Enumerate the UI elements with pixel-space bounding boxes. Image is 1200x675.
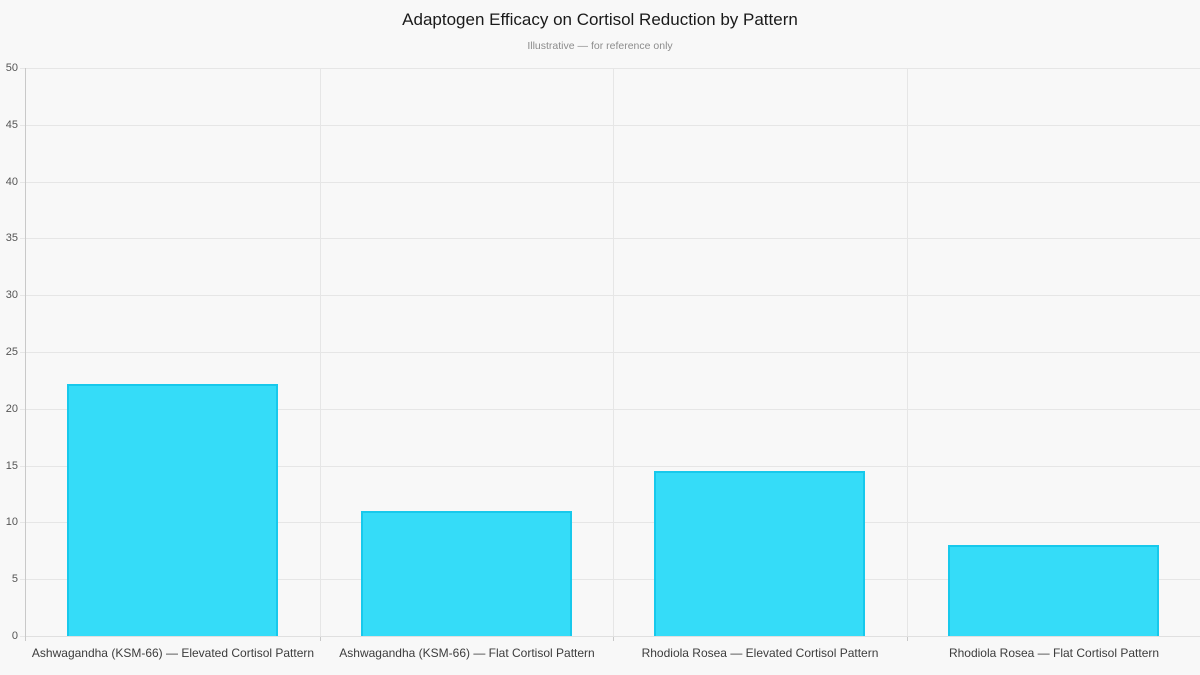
y-tick-label: 50 bbox=[5, 62, 18, 74]
chart-title: Adaptogen Efficacy on Cortisol Reduction… bbox=[402, 10, 798, 29]
x-axis-tick bbox=[907, 636, 908, 641]
category-label: Rhodiola Rosea — Elevated Cortisol Patte… bbox=[641, 646, 879, 660]
x-axis-tick bbox=[320, 636, 321, 641]
category-label: Ashwagandha (KSM-66) — Flat Cortisol Pat… bbox=[339, 646, 595, 660]
y-tick-label: 0 bbox=[11, 630, 18, 642]
y-axis-tick bbox=[20, 68, 26, 69]
y-axis-tick bbox=[20, 125, 26, 126]
bar bbox=[654, 471, 865, 636]
y-axis-tick bbox=[20, 466, 26, 467]
category-label: Ashwagandha (KSM-66) — Elevated Cortisol… bbox=[31, 646, 315, 660]
y-axis-tick bbox=[20, 238, 26, 239]
x-gridline bbox=[907, 68, 908, 636]
bar bbox=[361, 511, 572, 636]
x-axis-tick bbox=[613, 636, 614, 641]
bar bbox=[948, 545, 1159, 636]
y-axis-tick bbox=[20, 579, 26, 580]
y-tick-label: 20 bbox=[5, 403, 18, 415]
y-axis-tick bbox=[20, 636, 26, 637]
x-axis-line bbox=[26, 636, 1200, 637]
y-tick-label: 45 bbox=[5, 119, 18, 131]
y-tick-label: 40 bbox=[5, 176, 18, 188]
y-tick-label: 30 bbox=[5, 289, 18, 301]
chart-subtitle: Illustrative — for reference only bbox=[527, 40, 673, 52]
y-axis-tick bbox=[20, 182, 26, 183]
category-label: Rhodiola Rosea — Flat Cortisol Pattern bbox=[948, 646, 1160, 660]
y-axis-tick bbox=[20, 522, 26, 523]
y-tick-label: 25 bbox=[5, 346, 18, 358]
y-axis-tick bbox=[20, 409, 26, 410]
y-tick-label: 5 bbox=[11, 573, 18, 585]
y-axis-tick bbox=[20, 295, 26, 296]
y-tick-label: 10 bbox=[5, 516, 18, 528]
x-gridline bbox=[613, 68, 614, 636]
y-tick-label: 35 bbox=[5, 232, 18, 244]
y-tick-label: 15 bbox=[5, 460, 18, 472]
y-axis-tick bbox=[20, 352, 26, 353]
x-gridline bbox=[320, 68, 321, 636]
y-axis-line bbox=[25, 68, 26, 641]
bar bbox=[67, 384, 278, 636]
